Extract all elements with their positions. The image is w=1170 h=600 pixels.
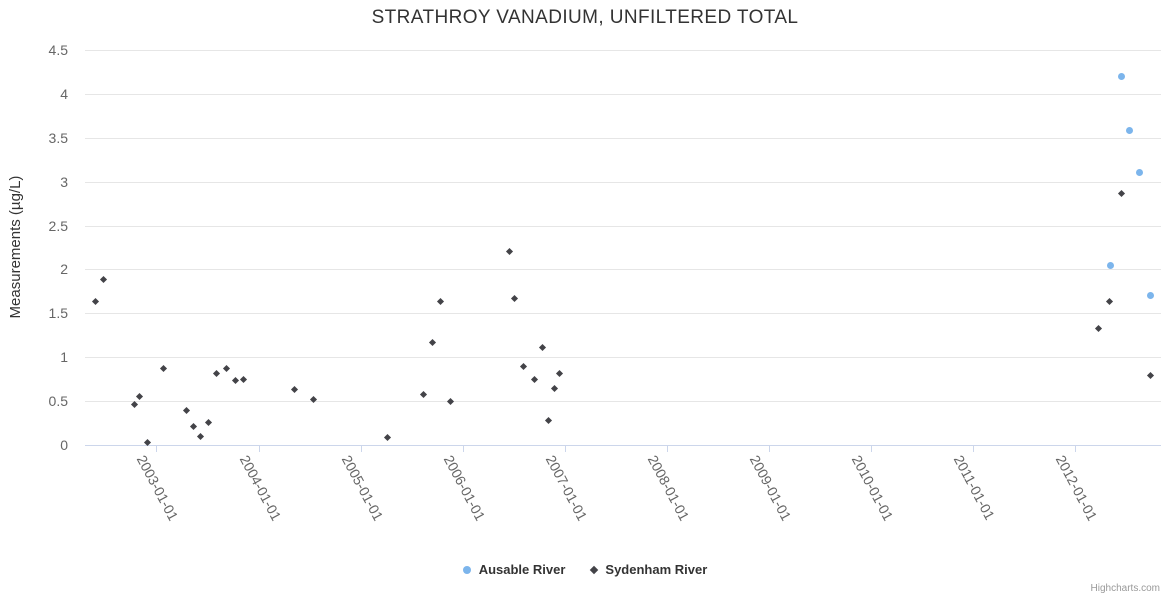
legend-item-ausable-river[interactable]: Ausable River [462,562,566,577]
data-point-sydenham-river[interactable] [160,365,168,373]
y-gridline [85,357,1161,358]
data-point-sydenham-river[interactable] [196,432,204,440]
data-point-sydenham-river[interactable] [223,365,231,373]
x-axis-label: 2005-01-01 [338,452,387,524]
data-point-sydenham-river[interactable] [538,344,546,352]
x-axis-label: 2007-01-01 [542,452,591,524]
x-axis-line [85,445,1161,446]
x-tick [871,446,872,452]
data-point-sydenham-river[interactable] [544,416,553,424]
data-point-sydenham-river[interactable] [530,375,538,383]
x-tick [259,446,260,452]
data-point-ausable-river[interactable] [1147,292,1155,300]
y-gridline [85,269,1161,270]
data-point-sydenham-river[interactable] [520,363,528,371]
x-axis-label: 2008-01-01 [644,452,693,524]
y-axis-label: 4.5 [48,42,68,58]
data-point-ausable-river[interactable] [1117,72,1125,80]
y-axis-label: 2.5 [48,218,68,234]
data-point-sydenham-river[interactable] [436,298,444,306]
y-gridline [85,401,1161,402]
x-tick [667,446,668,452]
x-axis-label: 2011-01-01 [950,452,999,523]
x-tick [1075,446,1076,452]
legend-item-sydenham-river[interactable]: Sydenham River [590,562,708,577]
x-tick [973,446,974,452]
data-point-sydenham-river[interactable] [420,390,428,398]
data-point-sydenham-river[interactable] [556,370,564,378]
x-axis-label: 2012-01-01 [1052,452,1101,524]
data-point-sydenham-river[interactable] [551,385,559,393]
legend-label-sydenham-river: Sydenham River [605,562,708,577]
x-axis-label: 2004-01-01 [236,452,285,524]
x-axis-label: 2009-01-01 [746,452,795,524]
x-tick [361,446,362,452]
data-point-sydenham-river[interactable] [290,386,298,394]
data-point-sydenham-river[interactable] [239,375,247,383]
data-point-sydenham-river[interactable] [213,370,221,378]
y-axis-label: 0 [60,437,68,453]
data-point-sydenham-river[interactable] [1095,324,1103,332]
data-point-sydenham-river[interactable] [383,434,391,442]
x-axis-label: 2010-01-01 [848,452,897,524]
data-point-ausable-river[interactable] [1107,261,1115,269]
chart-title: STRATHROY VANADIUM, UNFILTERED TOTAL [371,7,799,28]
data-point-sydenham-river[interactable] [506,247,514,255]
data-point-sydenham-river[interactable] [446,397,455,405]
data-point-ausable-river[interactable] [1136,169,1144,177]
y-axis-label: 1.5 [48,305,68,321]
x-tick [565,446,566,452]
data-point-sydenham-river[interactable] [130,401,138,409]
y-axis-label: 3.5 [48,130,68,146]
y-axis-label: 1 [60,349,68,365]
y-gridline [85,313,1161,314]
y-axis-title: Measurements (µg/L) [7,175,24,319]
legend-label-ausable-river: Ausable River [478,562,566,577]
y-gridline [85,182,1161,183]
data-point-sydenham-river[interactable] [182,407,190,415]
x-axis-label: 2003-01-01 [133,452,182,524]
data-point-sydenham-river[interactable] [1117,189,1125,197]
data-point-sydenham-river[interactable] [428,338,436,346]
y-axis-label: 4 [60,86,68,102]
data-point-sydenham-river[interactable] [91,297,99,305]
x-tick [156,446,157,452]
y-axis-label: 0.5 [48,393,68,409]
data-point-sydenham-river[interactable] [511,294,519,302]
x-tick [463,446,464,452]
y-axis-label: 3 [60,174,68,190]
y-axis-label: 2 [60,261,68,277]
legend: Ausable River Sydenham River [0,562,1170,577]
data-point-sydenham-river[interactable] [1147,372,1155,380]
x-axis-label: 2006-01-01 [440,452,489,524]
data-point-sydenham-river[interactable] [189,423,197,431]
data-point-ausable-river[interactable] [1125,127,1133,135]
y-gridline [85,138,1161,139]
y-gridline [85,50,1161,51]
data-point-sydenham-river[interactable] [231,377,239,385]
diamond-marker-icon [590,565,599,574]
highcharts-credit-link[interactable]: Highcharts.com [1090,583,1160,594]
y-gridline [85,226,1161,227]
data-point-sydenham-river[interactable] [99,276,107,284]
x-tick [769,446,770,452]
data-point-sydenham-river[interactable] [135,393,143,401]
data-point-sydenham-river[interactable] [1106,298,1114,306]
data-point-sydenham-river[interactable] [204,418,213,426]
circle-marker-icon [462,565,471,574]
y-gridline [85,94,1161,95]
